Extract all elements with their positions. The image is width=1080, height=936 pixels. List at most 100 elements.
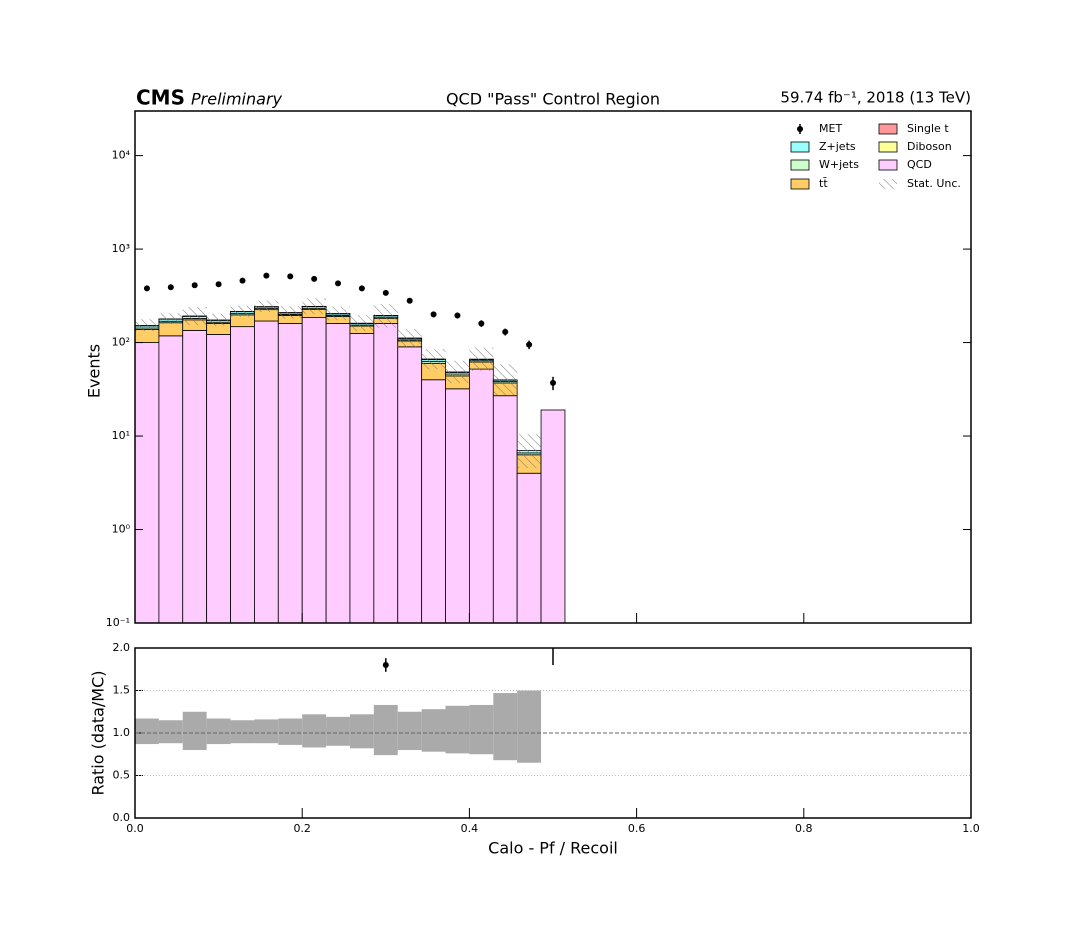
experiment: CMS xyxy=(136,86,185,110)
x-tick-label: 0.6 xyxy=(628,822,646,835)
bar-segment xyxy=(135,329,160,343)
stat-unc-band xyxy=(206,313,231,326)
data-point xyxy=(263,272,270,279)
ratio-unc-band xyxy=(397,711,422,750)
ratio-unc-band xyxy=(445,705,470,754)
bar-segment xyxy=(325,323,351,623)
y-tick-label: 10⁻¹ xyxy=(106,616,130,629)
data-point xyxy=(287,273,294,280)
ratio-unc-band xyxy=(326,716,350,746)
ratio-axis-label: Ratio (data/MC) xyxy=(89,670,108,795)
data-point xyxy=(191,282,198,289)
stat-unc-band xyxy=(517,434,542,469)
legend: MET Z+jets W+jets tt̄ Single t Diboson QCD Stat… xyxy=(790,122,961,190)
y-tick-label: 10⁰ xyxy=(112,523,131,536)
bar-segment xyxy=(397,346,423,623)
data-point xyxy=(335,280,342,287)
stat-unc-band xyxy=(469,347,494,371)
ratio-y-tick-label: 1.0 xyxy=(113,726,131,739)
axes: 10⁻¹ 10⁰ 10¹ 10² 10³ 10⁴ 0.0 0.5 1.0 1.5 2.0 0.0 0.2… xyxy=(106,149,980,835)
x-tick-label: 1.0 xyxy=(962,822,980,835)
y-tick-label: 10³ xyxy=(112,242,130,255)
status: Preliminary xyxy=(191,90,283,109)
data-point xyxy=(215,281,222,288)
bar-segment xyxy=(349,333,375,623)
stat-unc-band xyxy=(278,306,303,319)
data-point xyxy=(358,285,365,292)
legend-label: Single t xyxy=(907,122,949,135)
ratio-unc-band xyxy=(517,690,542,763)
ratio-unc-band xyxy=(493,693,518,761)
ratio-unc-band xyxy=(278,718,303,745)
ratio-unc-band xyxy=(135,718,159,745)
stat-unc-band xyxy=(397,329,422,348)
bar-segment xyxy=(135,342,160,623)
stat-unc-band xyxy=(230,305,255,317)
bar-segment xyxy=(206,334,231,623)
data-point xyxy=(382,289,389,296)
x-tick-label: 0.8 xyxy=(795,822,813,835)
data-point xyxy=(167,284,174,291)
ratio-y-tick-label: 0.5 xyxy=(113,769,131,782)
legend-label: W+jets xyxy=(819,158,859,171)
bar-segment xyxy=(230,326,255,623)
legend-swatch xyxy=(790,178,810,190)
data-point xyxy=(311,275,318,282)
legend-label: Stat. Unc. xyxy=(907,177,961,190)
ratio-unc-band xyxy=(206,718,231,745)
ratio-frame xyxy=(134,647,972,819)
ratio-plot xyxy=(135,648,554,763)
legend-label: Diboson xyxy=(907,140,952,153)
stat-unc-band xyxy=(326,306,350,321)
legend-swatch xyxy=(878,123,898,135)
ratio-unc-band xyxy=(254,719,279,744)
x-axis-label: Calo - Pf / Recoil xyxy=(488,839,618,858)
bar-segment xyxy=(254,320,279,623)
legend-label: MET xyxy=(819,122,842,135)
legend-swatch xyxy=(790,141,810,153)
bar-segment xyxy=(492,395,518,623)
data-point xyxy=(454,312,461,319)
ratio-unc-band xyxy=(373,704,398,756)
x-tick-label: 0.0 xyxy=(126,822,144,835)
bar-segment xyxy=(540,409,566,623)
ratio-unc-band xyxy=(469,704,494,755)
stat-unc-band xyxy=(373,303,398,328)
bar-segment xyxy=(516,472,542,623)
legend-label: tt̄ xyxy=(819,177,828,190)
data-point xyxy=(502,328,509,335)
main-frame xyxy=(134,110,972,624)
bar-segment xyxy=(301,317,327,623)
stat-unc-band xyxy=(254,300,279,312)
ratio-y-tick-label: 0.0 xyxy=(113,811,131,824)
main-plot xyxy=(135,272,566,623)
stat-unc-band xyxy=(302,298,327,314)
data-point xyxy=(406,297,413,304)
x-tick-label: 0.2 xyxy=(293,822,311,835)
stat-unc-band xyxy=(421,349,446,370)
legend-marker xyxy=(797,126,803,132)
data-point xyxy=(550,379,556,386)
legend-swatch xyxy=(790,159,810,171)
bar-segment xyxy=(158,335,184,623)
legend-swatch xyxy=(878,141,898,153)
stat-unc-band xyxy=(493,364,518,396)
ratio-y-tick-label: 1.5 xyxy=(113,684,131,697)
ratio-unc-band xyxy=(302,714,327,748)
ratio-unc-band xyxy=(349,714,374,749)
chart-title: QCD "Pass" Control Region xyxy=(446,90,660,109)
stat-unc-band xyxy=(158,313,183,325)
bar-segment xyxy=(158,322,184,337)
stat-unc-band xyxy=(135,319,159,332)
y-tick-label: 10¹ xyxy=(112,429,130,442)
bar-segment xyxy=(373,323,399,623)
ratio-unc-band xyxy=(158,720,183,744)
y-axis-label: Events xyxy=(85,344,104,398)
stat-unc-band xyxy=(349,315,374,332)
data-point xyxy=(239,277,246,284)
data-point xyxy=(430,311,437,318)
ratio-point xyxy=(382,662,389,668)
x-tick-label: 0.4 xyxy=(461,822,479,835)
data-point xyxy=(143,285,150,292)
